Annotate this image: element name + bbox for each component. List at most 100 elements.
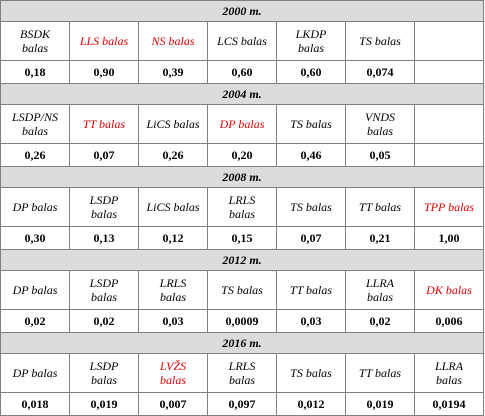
party-label-line: balas (436, 373, 463, 387)
party-label-line: DP balas (219, 117, 265, 131)
party-label-cell: TS balas (345, 21, 415, 61)
party-label-cell: LSDP/NS balas (0, 104, 70, 144)
party-label-line: DK balas (426, 283, 472, 297)
party-label-line: LKDP (295, 27, 327, 41)
value-cell: 0,006 (413, 309, 485, 333)
party-label-line: balas (159, 290, 186, 304)
party-label-line: balas (297, 41, 324, 55)
party-label-line: TPP balas (423, 200, 475, 214)
party-label-line: LiCS balas (146, 117, 200, 131)
value-cell: 0,018 (0, 392, 70, 416)
party-label-line: LRLS (228, 359, 256, 373)
party-label-cell: BSDK balas (0, 21, 70, 61)
party-label-cell: TS balas (276, 187, 346, 227)
party-label-line: TS balas (290, 117, 332, 131)
party-label-row: BSDK balas LLS balas NS balas LCS balas LKDP b… (0, 21, 485, 61)
year-header: 2004 m. (0, 83, 485, 105)
party-label-cell: DP balas (207, 104, 277, 144)
value-cell: 0,13 (69, 226, 139, 250)
value-cell: 0,12 (138, 226, 208, 250)
party-label-cell: DP balas (0, 270, 70, 310)
party-label-cell: LRLS balas (138, 270, 208, 310)
party-label-cell: LSDP balas (69, 270, 139, 310)
party-label-cell: LiCS balas (138, 187, 208, 227)
party-label-line: LVŽS (159, 359, 187, 373)
value-cell: 0,15 (207, 226, 277, 250)
value-cell: 0,02 (69, 309, 139, 333)
value-cell: 0,097 (207, 392, 277, 416)
party-label-cell: LRLS balas (207, 353, 277, 393)
party-label-line: LSDP/NS (11, 110, 58, 124)
year-header-row: 2012 m. (0, 249, 485, 271)
party-label-line: TS balas (359, 34, 401, 48)
value-cell: 0,07 (276, 226, 346, 250)
value-cell: 0,074 (345, 60, 415, 84)
party-label-cell: LRLS balas (207, 187, 277, 227)
party-label-line: balas (90, 373, 117, 387)
party-label-line: balas (228, 207, 255, 221)
value-cell: 1,00 (413, 226, 485, 250)
party-label-cell: VNDS balas (345, 104, 415, 144)
party-label-line: VNDS (365, 110, 395, 124)
party-label-line: LSDP (89, 193, 119, 207)
value-row: 0,018 0,019 0,007 0,097 0,012 0,019 0,0194 (0, 392, 485, 416)
party-label-cell (413, 21, 485, 61)
party-label-cell: LSDP balas (69, 353, 139, 393)
party-label-line: TT balas (358, 200, 402, 214)
value-cell: 0,03 (138, 309, 208, 333)
party-label-line: LiCS balas (146, 200, 200, 214)
year-header-row: 2008 m. (0, 166, 485, 188)
value-cell: 0,0194 (413, 392, 485, 416)
party-label-cell: NS balas (138, 21, 208, 61)
value-row: 0,30 0,13 0,12 0,15 0,07 0,21 1,00 (0, 226, 485, 250)
value-cell: 0,30 (0, 226, 70, 250)
year-header-row: 2016 m. (0, 332, 485, 354)
value-cell: 0,0009 (207, 309, 277, 333)
party-label-cell: LKDP balas (276, 21, 346, 61)
party-label-cell: DP balas (0, 187, 70, 227)
value-cell: 0,90 (69, 60, 139, 84)
party-label-line: TT balas (358, 366, 402, 380)
value-cell: 0,18 (0, 60, 70, 84)
party-label-line: BSDK (20, 27, 50, 41)
value-cell: 0,20 (207, 143, 277, 167)
value-row: 0,26 0,07 0,26 0,20 0,46 0,05 (0, 143, 485, 167)
value-cell: 0,05 (345, 143, 415, 167)
party-label-line: LSDP (89, 276, 119, 290)
year-header: 2008 m. (0, 166, 485, 188)
party-label-line: balas (21, 124, 48, 138)
party-label-line: TT balas (289, 283, 333, 297)
party-label-line: LRLS (159, 276, 187, 290)
party-label-line: TS balas (290, 200, 332, 214)
party-label-row: DP balas LSDP balas LRLS balas TS balas TT bal… (0, 270, 485, 310)
party-label-line: LLS balas (79, 34, 129, 48)
party-label-cell: TS balas (276, 104, 346, 144)
party-label-line: LCS balas (217, 34, 267, 48)
party-label-line: balas (366, 290, 393, 304)
party-label-cell: TT balas (276, 270, 346, 310)
party-label-cell: LLRA balas (345, 270, 415, 310)
party-label-line: balas (90, 207, 117, 221)
party-label-cell: TS balas (276, 353, 346, 393)
value-cell: 0,07 (69, 143, 139, 167)
party-label-cell: DK balas (413, 270, 485, 310)
year-header-row: 2004 m. (0, 83, 485, 105)
party-label-cell: LLRA balas (413, 353, 485, 393)
value-cell: 0,60 (207, 60, 277, 84)
party-label-line: DP balas (12, 366, 58, 380)
party-label-line: balas (159, 373, 186, 387)
party-label-line: DP balas (12, 200, 58, 214)
party-label-line: balas (90, 290, 117, 304)
party-label-row: DP balas LSDP balas LiCS balas LRLS balas TS b… (0, 187, 485, 227)
party-label-line: LLRA (435, 359, 464, 373)
value-cell (413, 143, 485, 167)
party-label-cell (413, 104, 485, 144)
value-cell: 0,019 (69, 392, 139, 416)
party-label-cell: LVŽS balas (138, 353, 208, 393)
year-header: 2012 m. (0, 249, 485, 271)
party-label-row: DP balas LSDP balas LVŽS balas LRLS balas TS ba… (0, 353, 485, 393)
party-label-cell: TT balas (345, 187, 415, 227)
party-label-cell: TT balas (69, 104, 139, 144)
party-label-cell: LiCS balas (138, 104, 208, 144)
value-cell: 0,60 (276, 60, 346, 84)
